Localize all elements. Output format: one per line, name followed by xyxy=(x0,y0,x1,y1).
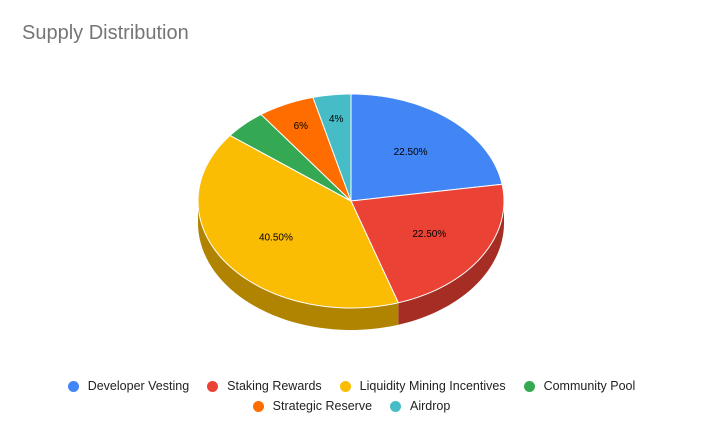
legend-item-airdrop[interactable]: Airdrop xyxy=(390,399,450,413)
data-label-developer-vesting: 22.50% xyxy=(394,147,428,158)
legend-swatch-liquidity-mining-incentives xyxy=(339,380,351,392)
legend-row: Developer Vesting Staking Rewards Liquidit… xyxy=(0,378,703,394)
pie-slice-developer-vesting[interactable] xyxy=(350,93,503,202)
data-label-staking-rewards: 22.50% xyxy=(412,229,446,240)
legend-label-liquidity-mining-incentives: Liquidity Mining Incentives xyxy=(359,379,506,393)
legend-item-community-pool[interactable]: Community Pool xyxy=(523,379,636,393)
legend-swatch-developer-vesting xyxy=(67,380,79,392)
data-label-liquidity-mining-incentives: 40.50% xyxy=(259,233,293,244)
data-label-airdrop: 4% xyxy=(329,114,344,125)
legend-item-developer-vesting[interactable]: Developer Vesting xyxy=(67,379,190,393)
legend-label-staking-rewards: Staking Rewards xyxy=(227,379,322,393)
legend-swatch-strategic-reserve xyxy=(252,400,264,412)
pie-slice-staking-rewards[interactable] xyxy=(350,183,505,304)
pie-side-liquidity-mining-incentives xyxy=(198,201,399,330)
legend-item-liquidity-mining-incentives[interactable]: Liquidity Mining Incentives xyxy=(339,379,506,393)
chart-legend: Developer Vesting Staking Rewards Liquidit… xyxy=(0,378,703,418)
legend-label-community-pool: Community Pool xyxy=(543,379,636,393)
legend-swatch-community-pool xyxy=(523,380,535,392)
legend-label-strategic-reserve: Strategic Reserve xyxy=(272,399,373,413)
chart-title: Supply Distribution xyxy=(22,22,189,44)
legend-item-staking-rewards[interactable]: Staking Rewards xyxy=(207,379,322,393)
pie-top-faces xyxy=(197,93,505,309)
pie-data-labels: 22.50% 22.50% 40.50% 6% 4% xyxy=(259,114,446,244)
pie-side-staking-rewards xyxy=(398,201,504,325)
legend-label-developer-vesting: Developer Vesting xyxy=(87,379,190,393)
pie-slice-liquidity-mining-incentives[interactable] xyxy=(197,134,399,309)
pie-depth-sides xyxy=(198,201,504,330)
pie-slice-strategic-reserve[interactable] xyxy=(260,96,352,202)
legend-label-airdrop: Airdrop xyxy=(410,399,451,413)
pie-slice-airdrop[interactable] xyxy=(312,93,352,202)
legend-item-strategic-reserve[interactable]: Strategic Reserve xyxy=(252,399,373,413)
legend-swatch-staking-rewards xyxy=(207,380,219,392)
pie-slice-community-pool[interactable] xyxy=(229,113,352,202)
data-label-strategic-reserve: 6% xyxy=(294,121,309,132)
legend-swatch-airdrop xyxy=(390,400,402,412)
legend-row: Strategic Reserve Airdrop xyxy=(0,398,703,414)
